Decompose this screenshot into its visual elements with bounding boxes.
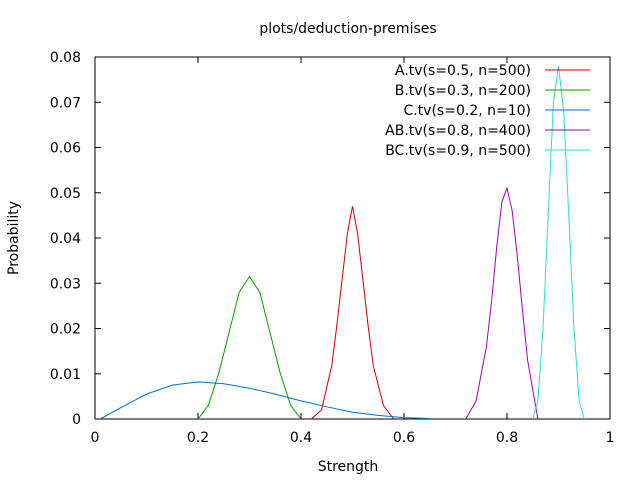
legend-entry-label: BC.tv(s=0.9, n=500) (385, 143, 531, 159)
x-axis-label: Strength (318, 459, 379, 475)
axis-ticks: 0 0.2 0.4 0.6 0.8 1 0 0.01 0.02 0.03 0.04 0.05 0.06 0… (50, 50, 615, 446)
y-tick-label: 0.05 (50, 186, 81, 202)
series-line (310, 206, 395, 420)
y-tick-label: 0 (72, 412, 81, 428)
legend-entry-label: AB.tv(s=0.8, n=400) (385, 123, 531, 139)
x-tick-label: 0.2 (187, 430, 209, 446)
series-line (197, 275, 302, 420)
y-tick-label: 0.02 (50, 322, 81, 338)
chart-title: plots/deduction-premises (259, 21, 436, 37)
y-tick-label: 0.06 (50, 141, 81, 157)
legend-entry-label: B.tv(s=0.3, n=200) (395, 83, 531, 99)
y-tick-label: 0.08 (50, 50, 81, 66)
series-line (532, 66, 585, 420)
y-tick-label: 0.03 (50, 276, 81, 292)
x-tick-label: 0.6 (393, 430, 415, 446)
series-group (99, 66, 585, 420)
x-tick-label: 0.8 (496, 430, 518, 446)
legend-entry-label: C.tv(s=0.2, n=10) (403, 103, 531, 119)
series-line (99, 381, 430, 420)
y-tick-label: 0.04 (50, 231, 81, 247)
plot-frame (94, 56, 611, 420)
x-tick-label: 0.4 (290, 430, 312, 446)
x-tick-label: 1 (606, 430, 615, 446)
y-tick-label: 0.07 (50, 95, 81, 111)
y-axis-label: Probability (6, 201, 22, 275)
y-tick-label: 0.01 (50, 367, 81, 383)
series-line (465, 186, 539, 420)
legend-entry-label: A.tv(s=0.5, n=500) (395, 63, 531, 79)
legend: A.tv(s=0.5, n=500) B.tv(s=0.3, n=200) C.tv… (385, 63, 590, 159)
x-tick-label: 0 (91, 430, 100, 446)
